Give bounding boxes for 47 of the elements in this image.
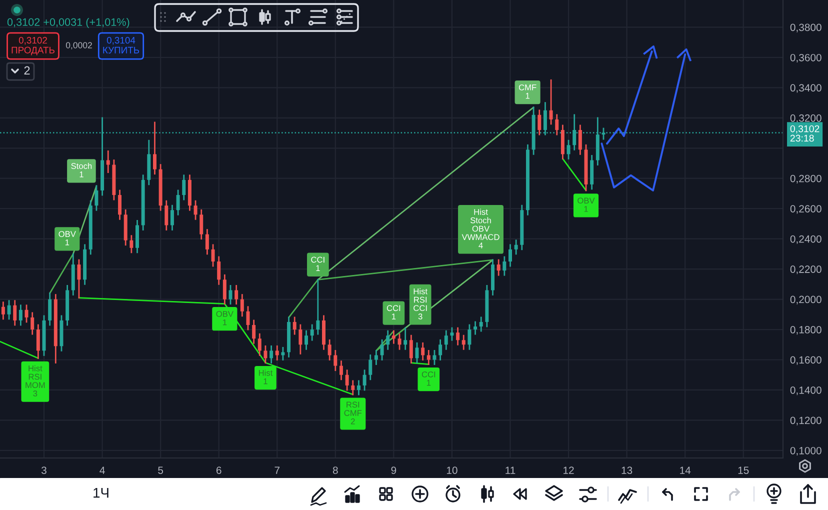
series-label: OBV 1	[578, 198, 595, 212]
x-tick-label: 3	[42, 466, 46, 474]
y-tick-label: 0,1200	[790, 416, 822, 426]
y-tick-label: 0,3600	[790, 54, 822, 63]
series-label: OBV 1	[216, 310, 234, 326]
x-tick-label: 9	[391, 466, 396, 474]
x-tick-label: 15	[738, 466, 749, 474]
y-tick-label: 0,1400	[790, 386, 822, 396]
series-label: OBV 1	[58, 231, 76, 246]
series-label: Hist RSI CCI 3	[414, 288, 428, 320]
series-label: CCI 1	[386, 305, 400, 320]
x-tick-label: 14	[680, 466, 691, 474]
y-tick-label: 0,1000	[790, 446, 822, 456]
y-tick-label: 0,2000	[790, 296, 822, 304]
annotation: 0,3102 ПРОДАТЬ	[12, 36, 54, 56]
y-tick-label: 0,2200	[790, 266, 822, 274]
x-tick-label: 4	[100, 466, 105, 474]
series-label: Stoch 1	[71, 162, 92, 178]
y-tick-label: 0,2800	[790, 174, 822, 184]
series-label: Hist Stoch OBV VWMACD 4	[462, 208, 500, 248]
ref-line-label: 0,3102 23:18	[790, 125, 820, 142]
series-label: Hist 1	[258, 370, 273, 384]
y-tick-label: 0,1800	[790, 326, 822, 335]
annotation: 0,0002	[66, 42, 92, 50]
series-label: CMF 1	[518, 84, 536, 99]
series-label: RSI CMF 2	[344, 402, 362, 424]
x-tick-label: 13	[622, 466, 632, 474]
x-tick-label: 5	[158, 466, 164, 474]
series-label: CCI 1	[422, 371, 436, 386]
annotation: 0,3102 +0,0031 (+1,01%)	[7, 18, 130, 28]
series-label: CCI 1	[311, 256, 324, 271]
y-tick-label: 0,1600	[790, 356, 822, 365]
annotation: 2	[24, 66, 30, 75]
y-tick-label: 0,3200	[790, 114, 822, 124]
text: 1Ч	[94, 488, 108, 498]
y-tick-label: 0,3800	[790, 24, 822, 32]
x-tick-label: 6	[216, 466, 222, 474]
y-tick-label: 0,2600	[790, 205, 822, 214]
annotation: 0,3104 КУПИТЬ	[103, 36, 140, 54]
x-tick-label: 11	[506, 466, 516, 474]
x-tick-label: 12	[564, 466, 574, 474]
x-tick-label: 10	[446, 466, 458, 474]
y-tick-label: 0,3400	[790, 84, 822, 93]
y-tick-label: 0,2400	[790, 235, 822, 244]
series-label: Hist RSI MOM 3	[26, 365, 45, 396]
x-tick-label: 8	[332, 466, 338, 474]
x-tick-label: 7	[274, 466, 280, 474]
